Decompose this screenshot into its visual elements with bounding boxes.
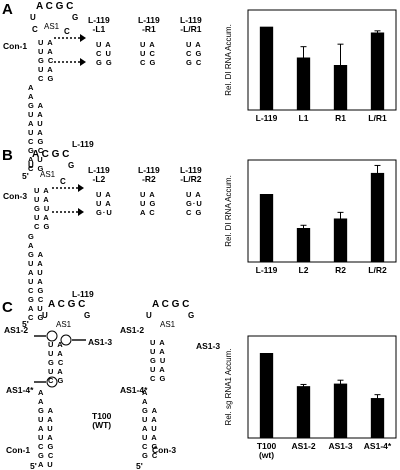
loop-nt-a: A C G C (36, 1, 74, 12)
mut-label-c-left-3: AS1-4* (6, 385, 34, 395)
loop-name-b: AS1 (40, 170, 56, 179)
construct-label-c-right: Con-3 (152, 445, 177, 455)
loop-nt-b3: G (68, 161, 75, 170)
loop-nt-a2: U (30, 13, 36, 22)
loop-nt-c-left: A C G C (48, 299, 86, 310)
bar (333, 65, 348, 110)
variant-label-b2: L-119 -R2 (138, 165, 160, 184)
tick-label: L-119 (256, 265, 278, 275)
loop-nt-a4: C (32, 25, 38, 34)
bar-chart-c: Rel. sg RNA1 Accum. T100(wt) AS1-2 AS1-3 AS1… (224, 335, 397, 460)
arrows-a (54, 34, 86, 66)
mut-label-c-right-3: AS1-4* (120, 385, 148, 395)
plot-frame (247, 9, 397, 111)
bar-chart-a: Rel. DI RNA Accum. L-119 L1 R1 L/R1 (224, 9, 397, 123)
five-prime-c-right: 5' (136, 461, 143, 470)
panel-label-b: B (2, 147, 13, 164)
tick-label: (wt) (259, 450, 274, 460)
tick-label: L2 (299, 265, 309, 275)
mut-label-c-left-2: AS1-3 (88, 337, 113, 347)
loop-nt-c-right: A C G C (152, 299, 190, 310)
y-axis-label: Rel. sg RNA1 Accum. (224, 349, 233, 426)
variant-label-a3: L-119 -L/R1 (180, 15, 202, 34)
tick-label: AS1-2 (291, 441, 315, 451)
bar (259, 26, 274, 111)
construct-label-b: Con-3 (3, 191, 28, 201)
construct-label-c-left: Con-1 (6, 445, 31, 455)
plot-frame (247, 335, 397, 439)
stem-label-b: L-119 (72, 289, 94, 299)
variant-label-a2: L-119 -R1 (138, 15, 160, 34)
five-prime-c-left: 5' (30, 461, 37, 470)
tick-label: R2 (335, 265, 346, 275)
five-prime-a: 5' (22, 171, 29, 181)
tick-label: AS1-4* (364, 441, 392, 451)
loop-nt-c-right2: U (146, 311, 152, 320)
variant-label-b3: L-119 -L/R2 (180, 165, 202, 184)
arrows-b (52, 184, 84, 216)
mut-label-c-right-2: AS1-3 (196, 341, 221, 351)
tick-label: T100 (257, 441, 277, 451)
bar (333, 383, 348, 438)
panel-label-c: C (2, 299, 13, 316)
tick-label: L/R1 (368, 113, 387, 123)
loop-nt-a3: G (72, 13, 79, 22)
tick-label: AS1-3 (328, 441, 352, 451)
loop-nt-b4: C (60, 177, 66, 186)
loop-nt-a5: C (64, 27, 70, 36)
y-axis-label: Rel. DI RNA Accum. (224, 175, 233, 247)
variant-label-a1: L-119 -L1 (88, 15, 110, 34)
tick-label: R1 (335, 113, 346, 123)
bar (370, 398, 385, 438)
variant-stem-b3: U A G·U C G (186, 190, 203, 217)
bar (259, 353, 274, 438)
variant-label-b1: L-119 -L2 (88, 165, 110, 184)
loop-nt-c-left2: U (42, 311, 48, 320)
tick-label: L-119 (256, 113, 278, 123)
loop-name-c-right: AS1 (160, 320, 176, 329)
mut-label-c-right-1: AS1-2 (120, 325, 145, 335)
tick-label: L1 (299, 113, 309, 123)
five-prime-b: 5' (22, 319, 29, 329)
bar (370, 32, 385, 110)
bar-chart-b: Rel. DI RNA Accum. L-119 L2 R2 L/R2 (224, 159, 397, 275)
loop-nt-b: A C G C (32, 149, 70, 160)
panel-label-a: A (2, 1, 13, 18)
construct-label-a: Con-1 (3, 41, 28, 51)
bar (333, 218, 348, 262)
loop-nt-c-left3: G (84, 311, 91, 320)
bar (296, 57, 311, 110)
bar (370, 172, 385, 262)
y-axis-label: Rel. DI RNA Accum. (224, 24, 233, 96)
plot-frame (247, 159, 397, 263)
mut-label-c-left-1: AS1-2 (4, 325, 29, 335)
loop-name-a: AS1 (44, 22, 60, 31)
mutation-marks-left (34, 330, 86, 388)
bar (296, 228, 311, 262)
stem-label-a: L-119 (72, 139, 94, 149)
loop-name-c-left: AS1 (56, 320, 72, 329)
tick-label: L/R2 (368, 265, 387, 275)
bar (296, 386, 311, 438)
loop-nt-c-right3: G (188, 311, 195, 320)
loop-nt-b2: U (28, 161, 34, 170)
center-label-c: T100 (WT) (92, 411, 112, 430)
bar (259, 194, 274, 262)
